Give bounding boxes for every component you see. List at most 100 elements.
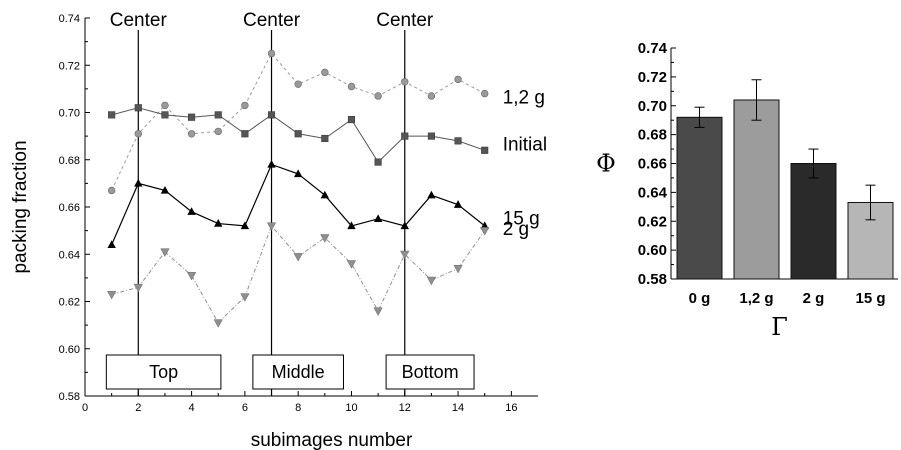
data-point [240, 221, 250, 230]
right-y-tick-label: 0.60 [638, 242, 667, 259]
data-point [134, 178, 143, 187]
left-y-tick-label: 0.68 [59, 155, 80, 167]
data-point [347, 116, 356, 124]
series-line [111, 52, 485, 191]
data-point [240, 293, 250, 302]
data-point [373, 307, 383, 316]
series-label: 1,2 g [503, 88, 545, 109]
right-bar-chart: Φ Γ 0.58 0.60 0.62 0.64 0.66 0.68 0.70 0.72 0.74… [596, 40, 898, 341]
region-label: Bottom [402, 362, 459, 382]
left-y-tick-label: 0.60 [59, 344, 80, 356]
left-x-tick-label: 0 [82, 402, 88, 414]
data-point [214, 127, 222, 136]
data-point [161, 111, 169, 119]
data-point [480, 227, 490, 236]
data-point [294, 130, 302, 138]
data-point [267, 159, 276, 168]
data-point [160, 248, 170, 257]
right-y-tick-label: 0.70 [638, 98, 667, 115]
data-point [160, 185, 170, 194]
data-point [214, 219, 223, 227]
region-box [385, 354, 475, 390]
data-point [347, 82, 356, 91]
data-point [161, 101, 169, 110]
data-point [187, 130, 196, 138]
data-point [241, 130, 249, 138]
right-y-tick-label: 0.74 [638, 40, 668, 57]
data-point [373, 214, 383, 223]
category-label: 1,2 g [739, 290, 773, 307]
data-point [401, 132, 409, 140]
center-label: Center [376, 10, 434, 31]
data-point [107, 290, 117, 300]
left-x-axis-label: subimages number [251, 430, 413, 450]
bar [676, 116, 723, 280]
series-line [111, 224, 486, 324]
left-y-tick-label: 0.58 [59, 391, 80, 403]
left-x-tick-label: 4 [189, 402, 195, 414]
series-label: Initial [503, 134, 547, 155]
data-point [427, 132, 435, 140]
left-y-tick-label: 0.64 [59, 249, 80, 261]
data-point [321, 134, 329, 143]
right-y-tick-label: 0.66 [638, 156, 667, 173]
data-point [481, 146, 489, 154]
series-label: 15 g [503, 209, 540, 230]
data-point [134, 130, 142, 138]
data-point [213, 319, 223, 328]
data-point [453, 264, 463, 274]
region-label: Top [149, 362, 178, 382]
data-point [426, 276, 437, 286]
left-y-tick-label: 0.62 [59, 297, 80, 309]
right-y-tick-label: 0.58 [638, 271, 667, 288]
left-line-chart: packing fraction subimages number 0.58 0.… [10, 10, 547, 450]
data-point [133, 283, 143, 293]
data-point [186, 272, 197, 281]
data-point [107, 186, 116, 195]
left-y-tick-label: 0.74 [59, 13, 80, 25]
left-x-tick-label: 16 [505, 402, 517, 414]
category-label: 15 g [855, 290, 885, 307]
region-label: Middle [272, 362, 325, 382]
series-label: 2 g [503, 219, 529, 240]
data-point [427, 92, 436, 100]
category-label: 0 g [689, 290, 711, 307]
data-point [267, 49, 276, 58]
region-box [252, 354, 344, 390]
data-point [241, 101, 249, 110]
data-point [427, 190, 436, 199]
data-point [134, 104, 142, 112]
data-point [188, 113, 196, 121]
left-x-tick-label: 14 [452, 402, 464, 414]
data-point [320, 234, 330, 243]
left-x-tick-label: 6 [242, 402, 248, 414]
bar [733, 99, 780, 280]
data-point [454, 75, 462, 84]
data-point [214, 111, 222, 119]
data-point [454, 137, 462, 145]
region-box [105, 354, 222, 390]
data-point [400, 221, 409, 230]
right-y-tick-label: 0.72 [638, 69, 667, 86]
left-x-tick-label: 10 [345, 402, 357, 414]
right-y-axis-label: Φ [596, 150, 616, 178]
right-y-tick-label: 0.62 [638, 213, 667, 230]
data-point [400, 250, 410, 260]
left-y-tick-label: 0.72 [59, 60, 80, 72]
category-label: 2 g [803, 290, 825, 307]
data-point [374, 92, 382, 100]
right-y-tick-label: 0.68 [638, 127, 667, 144]
data-point [294, 80, 302, 88]
data-point [293, 253, 303, 262]
data-point [347, 221, 356, 230]
data-point [481, 89, 489, 98]
data-point [453, 200, 463, 208]
center-label: Center [110, 10, 168, 31]
data-point [267, 111, 276, 119]
data-point [266, 222, 277, 231]
bar [790, 163, 837, 280]
data-point [346, 260, 357, 269]
left-x-tick-label: 8 [295, 402, 301, 414]
right-x-axis-label: Γ [771, 313, 788, 341]
